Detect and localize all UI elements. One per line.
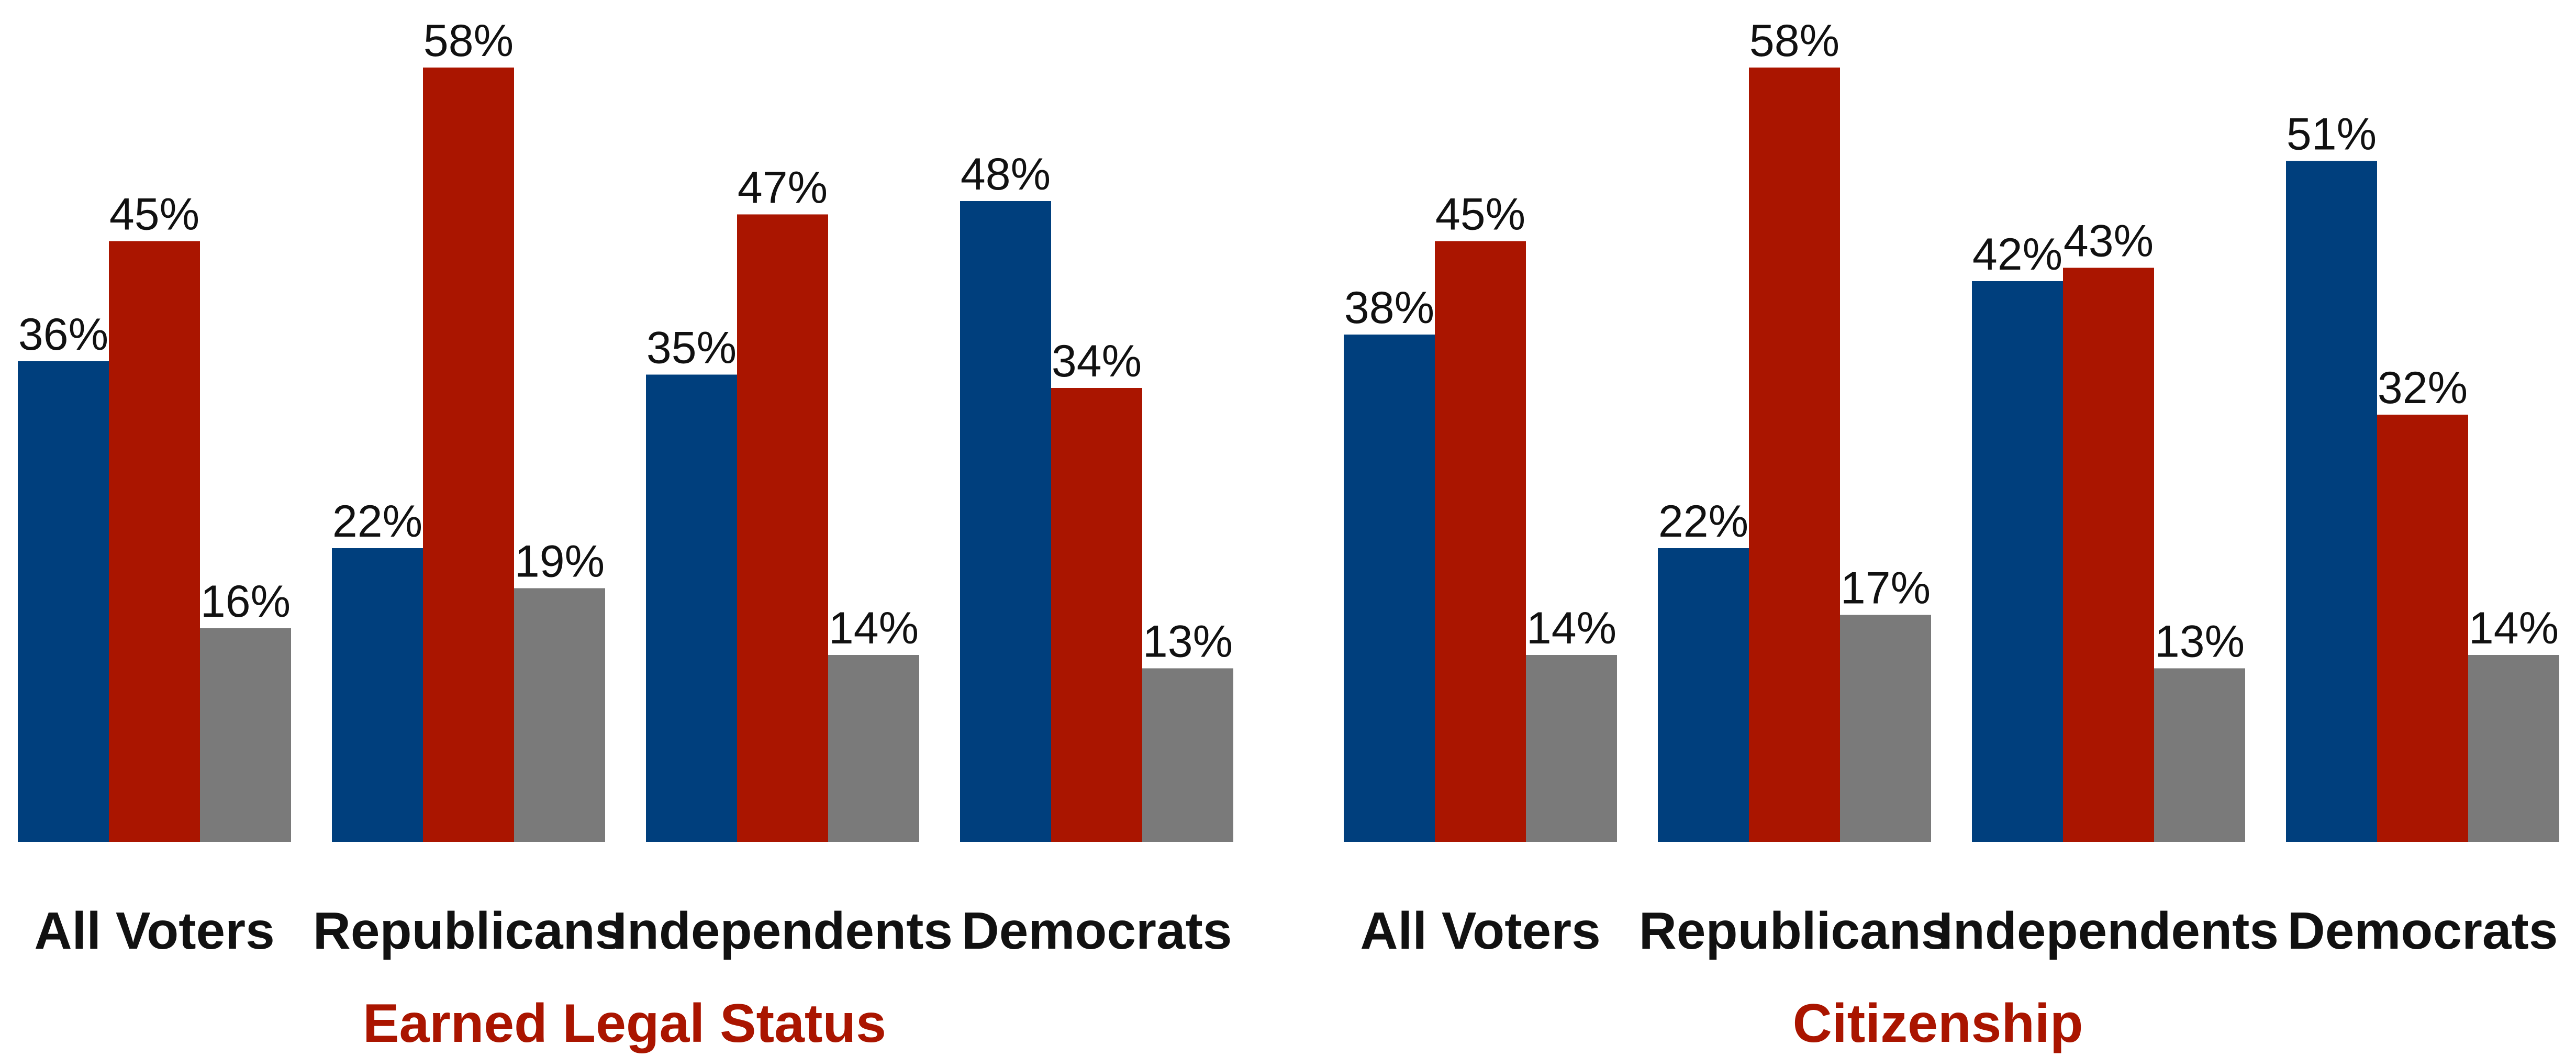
bar-citizenship-republicans-series-3: [1840, 615, 1931, 842]
data-label-citizenship-democrats-series-2: 32%: [2378, 363, 2468, 413]
category-label-democrats: Democrats: [2288, 902, 2558, 960]
bar-citizenship-independents-series-1: [1972, 281, 2063, 842]
panel-title-earned-legal-status: Earned Legal Status: [363, 993, 886, 1054]
category-label-independents: Independents: [612, 902, 953, 960]
data-label-earned-legal-status-democrats-series-2: 34%: [1052, 336, 1142, 386]
data-label-earned-legal-status-democrats-series-3: 13%: [1143, 617, 1233, 667]
data-label-citizenship-democrats-series-1: 51%: [2287, 109, 2377, 160]
category-label-all-voters: All Voters: [1360, 902, 1600, 960]
bar-earned-legal-status-democrats-series-1: [960, 201, 1051, 842]
chart-panel-earned-legal-status: 36% 45% 16% All Voters 22% 58% 19% Republicans 3…: [18, 16, 1233, 1054]
data-label-earned-legal-status-all-voters-series-2: 45%: [109, 190, 199, 240]
chart-panel-citizenship: 38%45% 14% All Voters 22% 58% 17% Republicans 4…: [1344, 16, 2559, 1054]
bar-citizenship-democrats-series-1: [2286, 161, 2377, 842]
bar-earned-legal-status-all-voters-series-2: [109, 241, 200, 842]
bar-citizenship-independents-series-2: [2063, 268, 2154, 842]
category-label-republicans: Republicans: [313, 902, 625, 960]
bar-earned-legal-status-republicans-series-3: [514, 588, 605, 842]
bar-citizenship-democrats-series-3: [2468, 655, 2559, 842]
bar-citizenship-republicans-series-1: [1658, 548, 1749, 842]
data-label-earned-legal-status-republicans-series-1: 22%: [332, 496, 422, 547]
data-label-earned-legal-status-independents-series-2: 47%: [738, 163, 828, 213]
category-label-democrats: Democrats: [962, 902, 1232, 960]
bar-earned-legal-status-independents-series-2: [737, 214, 828, 842]
bar-earned-legal-status-independents-series-1: [646, 374, 737, 842]
data-label-earned-legal-status-democrats-series-1: 48%: [961, 149, 1051, 199]
bar-earned-legal-status-all-voters-series-1: [18, 361, 109, 842]
bar-citizenship-all-voters-series-3: [1526, 655, 1617, 842]
bar-earned-legal-status-independents-series-3: [828, 655, 919, 842]
bar-citizenship-independents-series-3: [2154, 668, 2245, 842]
data-label-citizenship-independents-series-1: 42%: [1972, 229, 2062, 280]
bar-citizenship-all-voters-series-1: [1344, 335, 1435, 842]
data-label-earned-legal-status-all-voters-series-1: 36%: [18, 309, 108, 360]
data-label-earned-legal-status-independents-series-1: 35%: [646, 323, 737, 373]
data-label-citizenship-independents-series-3: 13%: [2155, 617, 2245, 667]
bar-earned-legal-status-republicans-series-1: [332, 548, 423, 842]
data-label-citizenship-republicans-series-1: 22%: [1658, 496, 1748, 547]
data-label-citizenship-democrats-series-3: 14%: [2469, 603, 2559, 653]
data-label-earned-legal-status-republicans-series-2: 58%: [423, 16, 514, 66]
data-label-citizenship-all-voters-series-2: 45%: [1435, 190, 1525, 240]
bar-citizenship-democrats-series-2: [2377, 415, 2468, 842]
category-label-independents: Independents: [1938, 902, 2279, 960]
category-label-all-voters: All Voters: [34, 902, 274, 960]
bar-earned-legal-status-democrats-series-2: [1051, 388, 1142, 842]
data-label-earned-legal-status-all-voters-series-3: 16%: [200, 576, 291, 627]
bar-earned-legal-status-republicans-series-2: [423, 68, 514, 842]
data-label-earned-legal-status-independents-series-3: 14%: [829, 603, 919, 653]
panel-title-citizenship: Citizenship: [1793, 993, 2083, 1054]
data-label-citizenship-republicans-series-2: 58%: [1749, 16, 1839, 66]
category-label-republicans: Republicans: [1639, 902, 1950, 960]
data-label-earned-legal-status-republicans-series-3: 19%: [515, 537, 605, 587]
bar-earned-legal-status-democrats-series-3: [1142, 668, 1233, 842]
bar-citizenship-republicans-series-2: [1749, 68, 1840, 842]
data-label-citizenship-all-voters-series-3: 14%: [1526, 603, 1616, 653]
data-label-citizenship-independents-series-2: 43%: [2064, 216, 2154, 266]
data-label-citizenship-republicans-series-3: 17%: [1841, 563, 1931, 614]
bar-earned-legal-status-all-voters-series-3: [200, 628, 291, 842]
bar-citizenship-all-voters-series-2: [1435, 241, 1526, 842]
data-label-citizenship-all-voters-series-1: 38%: [1344, 283, 1434, 333]
